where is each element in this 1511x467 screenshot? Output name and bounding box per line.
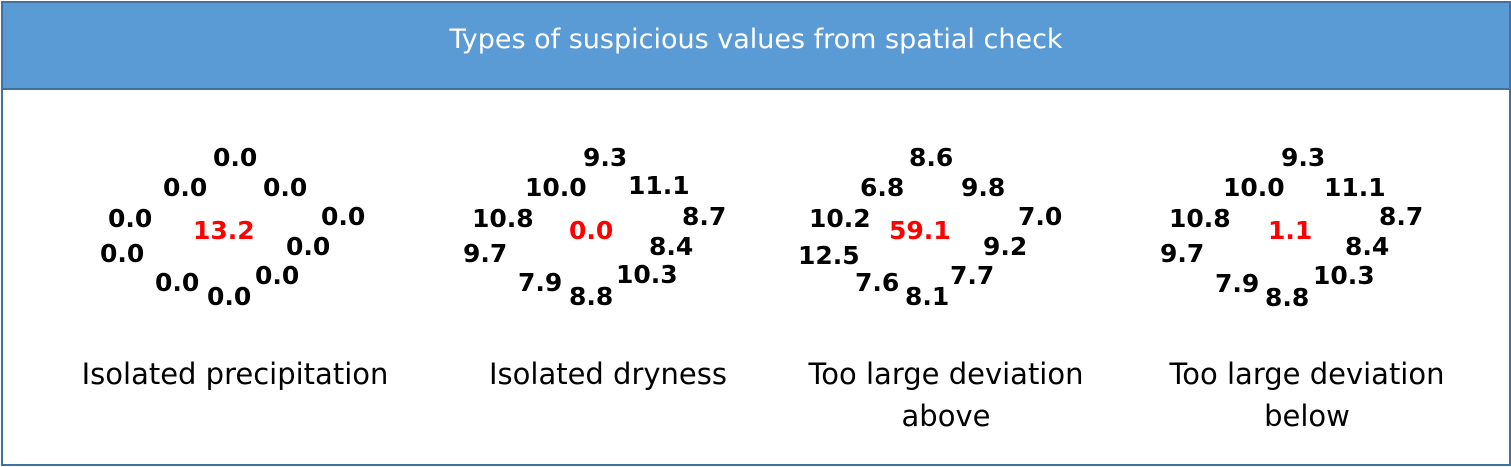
panel-caption: Too large deviation above bbox=[776, 353, 1116, 437]
neighbor-value: 0.0 bbox=[108, 204, 153, 233]
neighbor-value: 9.7 bbox=[463, 239, 508, 268]
caption-line: Isolated precipitation bbox=[81, 357, 389, 391]
neighbor-value: 0.0 bbox=[213, 143, 258, 172]
neighbor-value: 8.1 bbox=[905, 282, 950, 311]
neighbor-value: 0.0 bbox=[263, 173, 308, 202]
neighbor-value: 8.4 bbox=[1345, 232, 1390, 261]
panel-isolated-precipitation: 0.0 0.0 0.0 0.0 0.0 0.0 0.0 0.0 0.0 0.0 … bbox=[3, 3, 389, 391]
neighbor-value: 0.0 bbox=[255, 261, 300, 290]
neighbor-value: 8.6 bbox=[909, 143, 954, 172]
suspicious-center-value: 0.0 bbox=[569, 216, 614, 245]
neighbor-value: 11.1 bbox=[1324, 173, 1386, 202]
neighbor-value: 7.9 bbox=[1215, 269, 1260, 298]
caption-line: Isolated dryness bbox=[488, 357, 727, 391]
panel-caption: Isolated dryness bbox=[438, 353, 778, 395]
neighbor-value: 10.2 bbox=[809, 204, 871, 233]
neighbor-value: 10.3 bbox=[1313, 261, 1375, 290]
panel-caption: Too large deviation below bbox=[1137, 353, 1477, 437]
neighbor-value: 9.8 bbox=[961, 173, 1006, 202]
title-bar: Types of suspicious values from spatial … bbox=[3, 3, 1509, 90]
neighbor-value: 8.4 bbox=[649, 232, 694, 261]
neighbor-value: 10.8 bbox=[1169, 204, 1231, 233]
caption-line: below bbox=[1264, 399, 1350, 434]
neighbor-value: 0.0 bbox=[163, 173, 208, 202]
neighbor-value: 7.9 bbox=[518, 268, 563, 297]
figure-title: Types of suspicious values from spatial … bbox=[449, 24, 1063, 55]
neighbor-value: 8.8 bbox=[1265, 283, 1310, 312]
caption-line: Too large deviation bbox=[1169, 357, 1445, 391]
neighbor-value: 10.8 bbox=[472, 204, 534, 233]
caption-line: Too large deviation bbox=[808, 357, 1084, 391]
suspicious-center-value: 59.1 bbox=[889, 216, 951, 245]
neighbor-value: 7.0 bbox=[1018, 202, 1063, 231]
neighbor-value: 0.0 bbox=[286, 232, 331, 261]
neighbor-value: 8.7 bbox=[1379, 202, 1424, 231]
panel-deviation-above: 8.6 6.8 9.8 10.2 7.0 12.5 9.2 7.6 8.1 7.… bbox=[3, 3, 1084, 433]
panel-isolated-dryness: 9.3 10.0 11.1 10.8 8.7 9.7 8.4 7.9 8.8 1… bbox=[3, 3, 727, 391]
neighbor-value: 7.6 bbox=[855, 268, 900, 297]
neighbor-value: 8.7 bbox=[682, 202, 727, 231]
neighbor-value: 9.3 bbox=[1281, 143, 1326, 172]
neighbor-value: 12.5 bbox=[798, 241, 860, 270]
neighbor-value: 7.7 bbox=[950, 261, 995, 290]
neighbor-value: 11.1 bbox=[628, 171, 690, 200]
neighbor-value: 0.0 bbox=[100, 239, 145, 268]
suspicious-center-value: 13.2 bbox=[193, 216, 255, 245]
neighbor-value: 9.2 bbox=[983, 232, 1028, 261]
caption-line: above bbox=[901, 399, 991, 434]
neighbor-value: 10.0 bbox=[525, 173, 587, 202]
neighbor-value: 0.0 bbox=[155, 268, 200, 297]
suspicious-center-value: 1.1 bbox=[1268, 216, 1313, 245]
neighbor-value: 8.8 bbox=[569, 282, 614, 311]
neighbor-value: 10.0 bbox=[1223, 173, 1285, 202]
panel-deviation-below: 9.3 10.0 11.1 10.8 8.7 9.7 8.4 7.9 8.8 1… bbox=[3, 3, 1445, 433]
neighbor-value: 6.8 bbox=[860, 173, 905, 202]
neighbor-value: 9.7 bbox=[1160, 239, 1205, 268]
neighbor-value: 0.0 bbox=[207, 282, 252, 311]
neighbor-value: 0.0 bbox=[321, 202, 366, 231]
panel-caption: Isolated precipitation bbox=[65, 353, 405, 395]
neighbor-value: 9.3 bbox=[583, 143, 628, 172]
neighbor-value: 10.3 bbox=[616, 260, 678, 289]
